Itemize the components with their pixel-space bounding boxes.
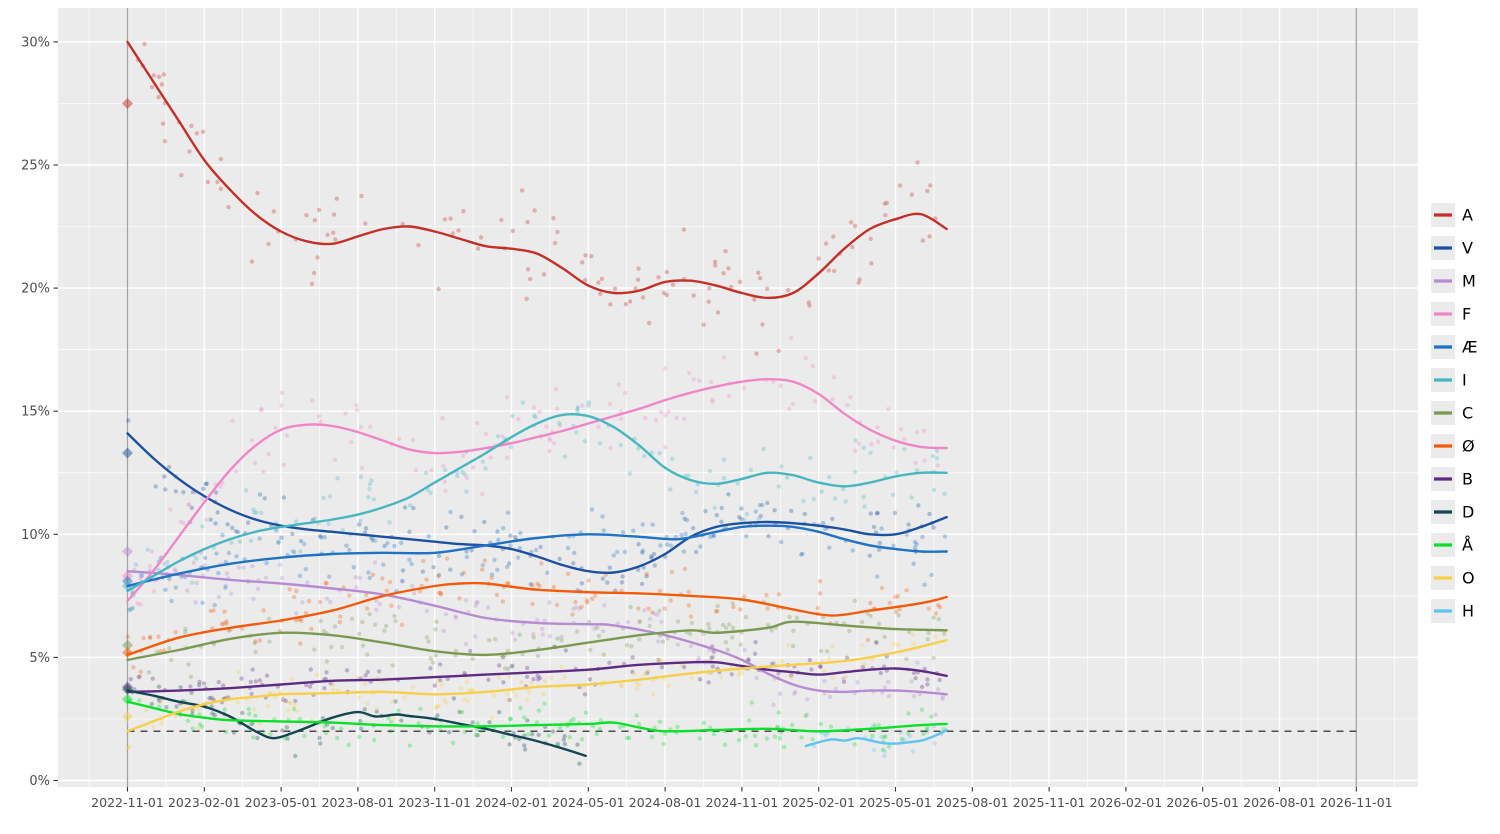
legend-label: Æ <box>1462 338 1478 357</box>
y-tick-label: 20% <box>21 282 50 297</box>
legend-entry-Æ: Æ <box>1431 335 1478 359</box>
legend-entry-O: O <box>1431 566 1475 590</box>
legend-label: V <box>1462 239 1473 258</box>
x-tick-label: 2025-08-01 <box>936 795 1009 810</box>
x-tick-label: 2024-02-01 <box>475 795 548 810</box>
x-tick-label: 2026-11-01 <box>1320 795 1393 810</box>
trend-line-H <box>804 728 948 748</box>
trend-line-Å <box>126 700 948 733</box>
legend-entry-M: M <box>1431 269 1476 293</box>
legend-label: Ø <box>1462 437 1475 456</box>
legend-label: B <box>1462 470 1473 489</box>
trend-line-C <box>126 620 948 662</box>
legend-label: D <box>1462 503 1474 522</box>
trend-line-B <box>126 660 948 694</box>
x-axis: 2022-11-01 2023-02-01 2023-05-01 2023-08-01… <box>91 787 1393 810</box>
x-tick-label: 2025-11-01 <box>1013 795 1086 810</box>
legend-entry-F: F <box>1431 302 1471 326</box>
legend-entry-Ø: Ø <box>1431 434 1475 458</box>
trend-line-M <box>126 570 948 696</box>
x-tick-label: 2023-11-01 <box>398 795 471 810</box>
legend-label: Å <box>1462 536 1473 555</box>
trend-line-D <box>126 689 587 758</box>
legend-entry-H: H <box>1431 599 1474 623</box>
panel-content <box>58 8 1418 787</box>
x-tick-label: 2024-11-01 <box>706 795 779 810</box>
trend-line-Æ <box>126 524 948 588</box>
legend-entry-A: A <box>1431 203 1473 227</box>
legend-label: O <box>1462 569 1475 588</box>
legend-entry-C: C <box>1431 401 1473 425</box>
election-result-V <box>122 447 133 459</box>
x-tick-label: 2024-05-01 <box>552 795 625 810</box>
y-tick-label: 5% <box>29 651 50 666</box>
election-result-O <box>122 710 133 722</box>
y-tick-label: 15% <box>21 405 50 420</box>
legend-entry-D: D <box>1431 500 1474 524</box>
trend-lines <box>126 40 948 758</box>
legend-label: A <box>1462 206 1473 225</box>
trend-line-I <box>126 413 948 593</box>
y-tick-label: 10% <box>21 528 50 543</box>
legend-label: C <box>1462 404 1473 423</box>
poll-points-Ø <box>125 556 943 679</box>
x-tick-label: 2023-02-01 <box>168 795 241 810</box>
x-tick-label: 2025-05-01 <box>859 795 932 810</box>
y-tick-label: 0% <box>29 774 50 789</box>
trend-line-A <box>126 40 948 300</box>
election-result-M <box>122 546 133 558</box>
trend-line-V <box>126 432 948 575</box>
legend-label: M <box>1462 272 1476 291</box>
x-tick-label: 2022-11-01 <box>91 795 164 810</box>
poll-points-V <box>126 418 936 594</box>
legend-label: I <box>1462 371 1467 390</box>
x-tick-label: 2024-08-01 <box>629 795 702 810</box>
election-result-C <box>122 639 133 651</box>
trend-line-O <box>126 639 948 733</box>
x-tick-label: 2026-05-01 <box>1166 795 1239 810</box>
legend-label: H <box>1462 602 1474 621</box>
x-tick-label: 2023-08-01 <box>322 795 395 810</box>
legend-label: F <box>1462 305 1471 324</box>
x-tick-label: 2023-05-01 <box>245 795 318 810</box>
x-tick-label: 2025-02-01 <box>782 795 855 810</box>
legend-entry-I: I <box>1431 368 1467 392</box>
trend-line-F <box>126 377 948 602</box>
poll-points-O <box>126 629 947 750</box>
y-tick-label: 30% <box>21 35 50 50</box>
election-result-A <box>122 97 133 109</box>
plot-panel <box>58 8 1418 787</box>
x-tick-label: 2026-02-01 <box>1090 795 1163 810</box>
x-tick-label: 2026-08-01 <box>1243 795 1316 810</box>
legend-entry-B: B <box>1431 467 1473 491</box>
y-tick-label: 25% <box>21 159 50 174</box>
legend-entry-Å: Å <box>1431 533 1473 557</box>
trend-line-Ø <box>126 581 948 657</box>
y-axis: 0% 5% 10% 15% 20% 25% 30% <box>21 35 58 789</box>
legend-entry-V: V <box>1431 236 1473 260</box>
